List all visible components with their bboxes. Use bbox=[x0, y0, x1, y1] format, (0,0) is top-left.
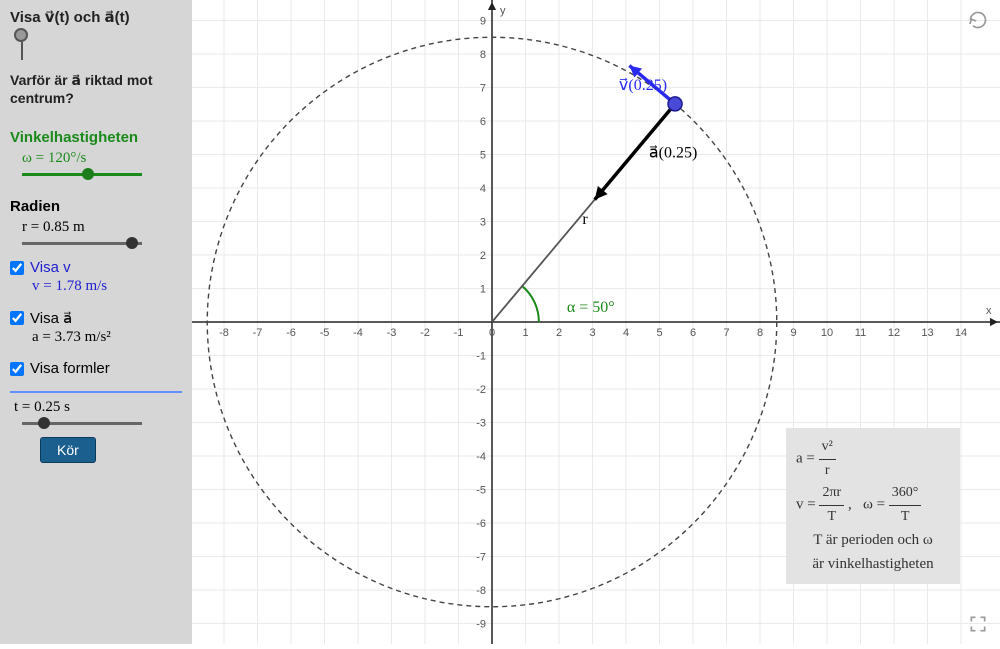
svg-text:-2: -2 bbox=[420, 327, 430, 339]
divider bbox=[10, 391, 182, 393]
formula-a: a = v² r bbox=[796, 436, 950, 482]
svg-text:-6: -6 bbox=[286, 327, 296, 339]
formula-omega-num: 360° bbox=[889, 482, 922, 505]
svg-text:1: 1 bbox=[480, 284, 486, 296]
formula-v-omega: v = 2πr T , ω = 360° T bbox=[796, 482, 950, 528]
svg-text:4: 4 bbox=[480, 183, 486, 195]
svg-text:4: 4 bbox=[623, 327, 629, 339]
svg-text:9: 9 bbox=[790, 327, 796, 339]
svg-text:8: 8 bbox=[480, 49, 486, 61]
svg-text:-9: -9 bbox=[476, 619, 486, 631]
svg-text:10: 10 bbox=[821, 327, 833, 339]
svg-text:-3: -3 bbox=[387, 327, 397, 339]
radius-slider[interactable] bbox=[22, 242, 142, 245]
angular-velocity-slider-thumb[interactable] bbox=[82, 168, 94, 180]
plot-area[interactable]: xy-8-7-6-5-4-3-2-101234567891011121314-9… bbox=[192, 0, 1000, 644]
svg-text:12: 12 bbox=[888, 327, 900, 339]
svg-text:-1: -1 bbox=[476, 351, 486, 363]
show-v-label: Visa v bbox=[30, 259, 71, 276]
formula-v-frac: 2πr T bbox=[819, 482, 844, 528]
svg-text:0: 0 bbox=[489, 327, 495, 339]
svg-text:x: x bbox=[986, 305, 992, 317]
svg-text:8: 8 bbox=[757, 327, 763, 339]
sidebar: Visa v⃗(t) och a⃗(t) Varför är a⃗ riktad… bbox=[0, 0, 192, 644]
formula-a-num: v² bbox=[819, 436, 836, 459]
svg-text:3: 3 bbox=[589, 327, 595, 339]
show-v-row: Visa v bbox=[10, 259, 182, 276]
time-value: t = 0.25 s bbox=[14, 399, 182, 416]
svg-text:-4: -4 bbox=[476, 451, 486, 463]
radius-label: Radien bbox=[10, 198, 182, 215]
v-value: v = 1.78 m/s bbox=[32, 278, 182, 295]
formula-v-den: T bbox=[819, 506, 844, 528]
svg-text:-1: -1 bbox=[454, 327, 464, 339]
time-slider[interactable] bbox=[22, 422, 142, 425]
svg-text:-7: -7 bbox=[253, 327, 263, 339]
svg-text:-5: -5 bbox=[476, 485, 486, 497]
angular-velocity-value: ω = 120°/s bbox=[22, 150, 182, 167]
formula-note2: är vinkelhastigheten bbox=[796, 552, 950, 576]
show-formulas-row: Visa formler bbox=[10, 360, 182, 377]
svg-text:2: 2 bbox=[480, 250, 486, 262]
run-button[interactable]: Kör bbox=[40, 437, 96, 463]
question-text: Varför är a⃗ riktad mot centrum? bbox=[10, 71, 182, 107]
svg-text:-6: -6 bbox=[476, 518, 486, 530]
show-a-checkbox[interactable] bbox=[10, 311, 24, 325]
svg-text:6: 6 bbox=[480, 116, 486, 128]
svg-text:5: 5 bbox=[480, 150, 486, 162]
title-text: Visa v⃗(t) och a⃗(t) bbox=[10, 8, 182, 26]
svg-text:y: y bbox=[500, 5, 506, 17]
svg-text:6: 6 bbox=[690, 327, 696, 339]
formula-v-num: 2πr bbox=[819, 482, 844, 505]
svg-text:9: 9 bbox=[480, 16, 486, 28]
svg-text:11: 11 bbox=[855, 327, 866, 339]
refresh-icon[interactable] bbox=[968, 10, 988, 30]
svg-text:v⃗(0.25): v⃗(0.25) bbox=[619, 77, 667, 94]
svg-text:a⃗(0.25): a⃗(0.25) bbox=[649, 145, 697, 162]
formula-sep: , bbox=[848, 497, 852, 513]
angular-velocity-label: Vinkelhastigheten bbox=[10, 129, 182, 146]
formula-v-lhs: v = bbox=[796, 497, 816, 513]
radius-value: r = 0.85 m bbox=[22, 219, 182, 236]
show-formulas-label: Visa formler bbox=[30, 360, 110, 377]
svg-text:-5: -5 bbox=[320, 327, 330, 339]
formula-omega-den: T bbox=[889, 506, 922, 528]
svg-text:-4: -4 bbox=[353, 327, 363, 339]
show-a-row: Visa a⃗ bbox=[10, 309, 182, 327]
formula-omega-frac: 360° T bbox=[889, 482, 922, 528]
svg-text:-8: -8 bbox=[476, 585, 486, 597]
svg-text:-3: -3 bbox=[476, 418, 486, 430]
svg-text:14: 14 bbox=[955, 327, 967, 339]
svg-text:5: 5 bbox=[656, 327, 662, 339]
svg-text:r: r bbox=[582, 211, 588, 228]
formula-note1: T är perioden och ω bbox=[796, 528, 950, 552]
show-v-checkbox[interactable] bbox=[10, 261, 24, 275]
svg-text:3: 3 bbox=[480, 217, 486, 229]
svg-text:1: 1 bbox=[522, 327, 528, 339]
radius-slider-thumb[interactable] bbox=[126, 237, 138, 249]
a-value: a = 3.73 m/s² bbox=[32, 329, 182, 346]
formula-a-frac: v² r bbox=[819, 436, 836, 482]
formula-box: a = v² r v = 2πr T , ω = 360° T T är per… bbox=[786, 428, 960, 584]
formula-a-den: r bbox=[819, 460, 836, 482]
svg-text:7: 7 bbox=[480, 83, 486, 95]
formula-a-lhs: a = bbox=[796, 451, 815, 467]
svg-text:-7: -7 bbox=[476, 552, 486, 564]
svg-text:-2: -2 bbox=[476, 384, 486, 396]
svg-text:13: 13 bbox=[921, 327, 933, 339]
svg-text:7: 7 bbox=[723, 327, 729, 339]
show-a-label: Visa a⃗ bbox=[30, 309, 72, 327]
fullscreen-icon[interactable] bbox=[968, 614, 988, 634]
svg-text:α = 50°: α = 50° bbox=[567, 299, 615, 316]
title-slider-knob[interactable] bbox=[14, 28, 28, 42]
show-formulas-checkbox[interactable] bbox=[10, 362, 24, 376]
angular-velocity-slider[interactable] bbox=[22, 173, 142, 176]
time-slider-thumb[interactable] bbox=[38, 417, 50, 429]
svg-text:2: 2 bbox=[556, 327, 562, 339]
formula-omega-lhs: ω = bbox=[863, 497, 885, 513]
svg-text:-8: -8 bbox=[219, 327, 229, 339]
